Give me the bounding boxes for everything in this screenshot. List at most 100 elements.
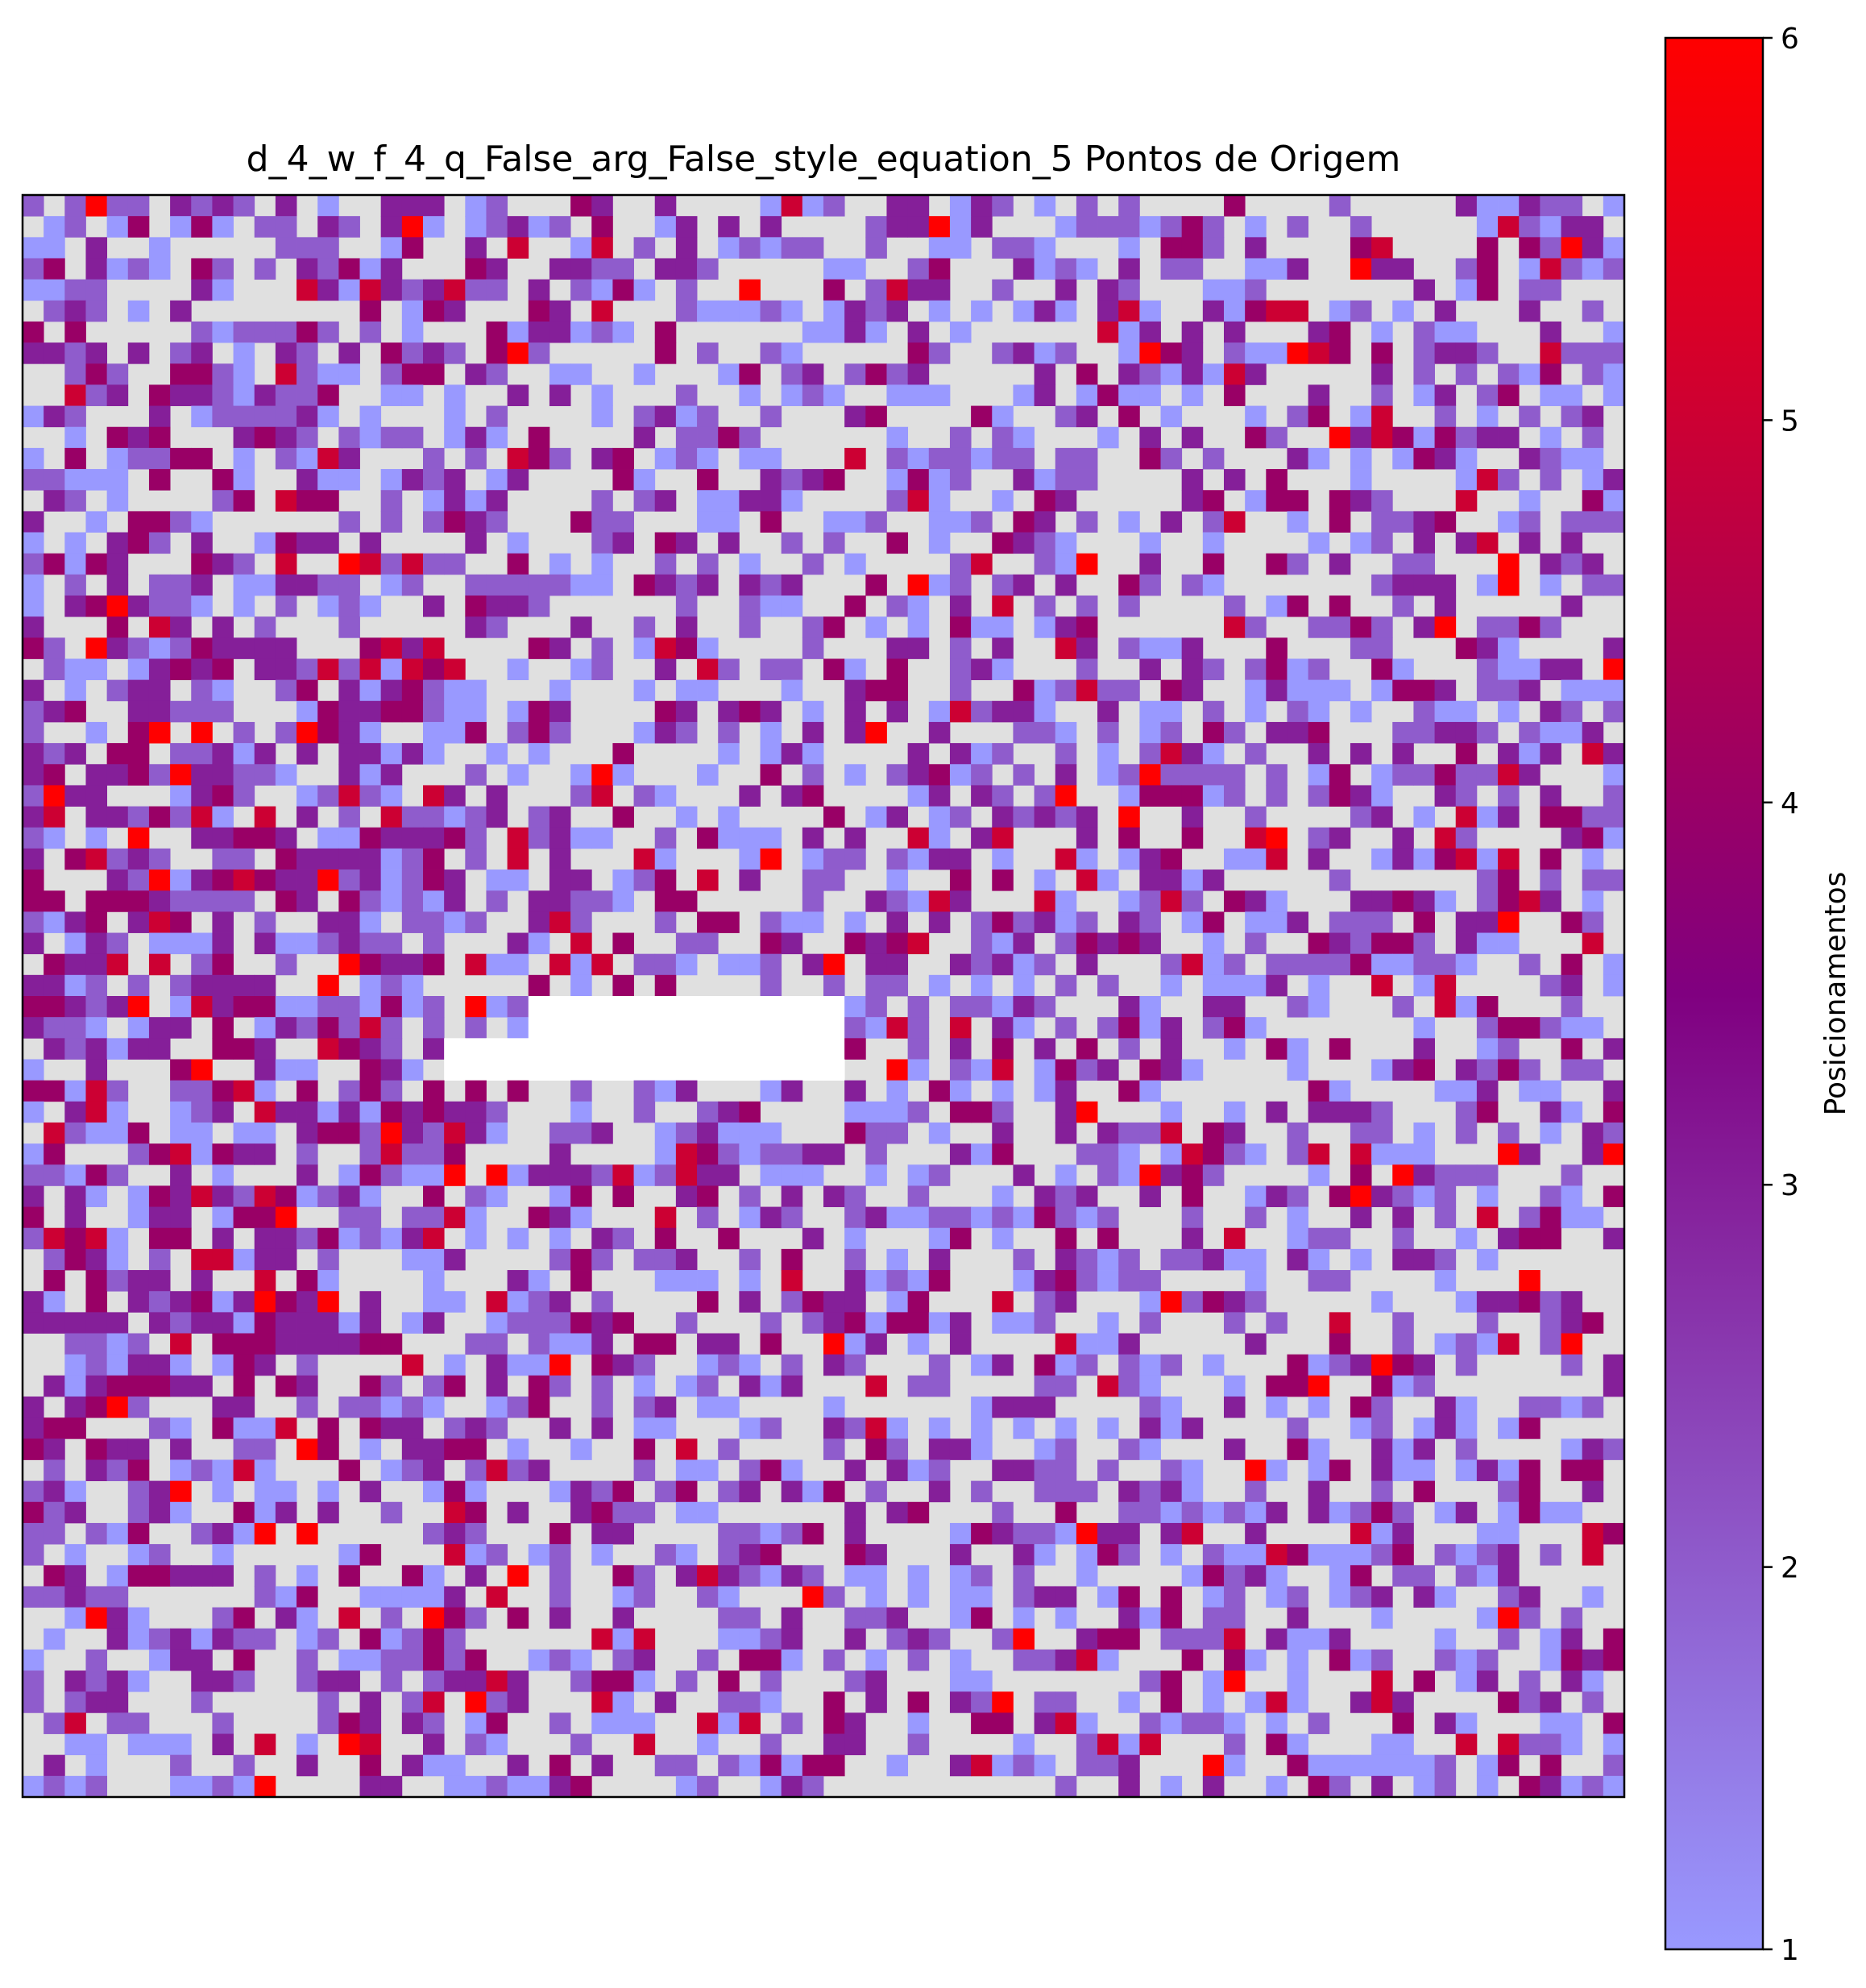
heatmap-cell xyxy=(949,996,972,1018)
heatmap-cell xyxy=(1224,1038,1246,1060)
heatmap-cell xyxy=(1371,637,1393,659)
heatmap-cell xyxy=(1055,1438,1077,1460)
heatmap-cell xyxy=(739,1017,761,1039)
heatmap-cell xyxy=(1413,1586,1435,1608)
heatmap-cell xyxy=(1540,1122,1561,1144)
heatmap-cell xyxy=(1519,279,1540,301)
heatmap-cell xyxy=(254,1017,276,1039)
heatmap-cell xyxy=(23,637,44,659)
heatmap-cell xyxy=(949,953,972,976)
heatmap-cell xyxy=(1245,1291,1267,1313)
heatmap-cell xyxy=(275,1206,297,1229)
heatmap-cell xyxy=(992,806,1014,828)
heatmap-cell xyxy=(338,1122,360,1144)
heatmap-cell xyxy=(1055,1649,1077,1671)
heatmap-cell xyxy=(907,258,930,280)
heatmap-cell xyxy=(1561,384,1583,406)
heatmap-cell xyxy=(1287,1354,1309,1376)
heatmap-cell xyxy=(612,974,634,997)
heatmap-cell xyxy=(992,848,1014,870)
heatmap-cell xyxy=(465,764,487,786)
heatmap-cell xyxy=(486,258,508,280)
heatmap-cell xyxy=(170,1417,192,1439)
heatmap-cell xyxy=(760,1459,782,1482)
heatmap-cell xyxy=(949,806,972,828)
heatmap-cell xyxy=(85,996,108,1018)
heatmap-cell xyxy=(170,1480,192,1503)
heatmap-cell xyxy=(1540,869,1561,891)
heatmap-cell xyxy=(1160,1059,1183,1081)
heatmap-cell xyxy=(380,237,403,259)
heatmap-cell xyxy=(1603,1375,1625,1397)
heatmap-cell xyxy=(1540,616,1561,638)
heatmap-cell xyxy=(254,637,276,659)
heatmap-cell xyxy=(1582,679,1604,702)
heatmap-cell xyxy=(148,1143,171,1165)
heatmap-cell xyxy=(760,447,782,470)
heatmap-cell xyxy=(823,996,845,1018)
heatmap-cell xyxy=(1434,1397,1457,1418)
heatmap-cell xyxy=(359,1059,382,1081)
heatmap-cell xyxy=(359,279,382,301)
heatmap-cell xyxy=(1540,216,1561,238)
heatmap-cell xyxy=(697,1059,719,1081)
heatmap-cell xyxy=(1498,553,1520,575)
heatmap-cell xyxy=(886,1501,909,1524)
heatmap-cell xyxy=(802,890,824,912)
heatmap-cell xyxy=(928,700,951,723)
heatmap-cell xyxy=(1371,1438,1393,1460)
heatmap-cell xyxy=(549,258,571,280)
heatmap-cell xyxy=(1603,974,1625,997)
heatmap-cell xyxy=(486,1671,508,1692)
heatmap-cell xyxy=(212,384,234,406)
heatmap-cell xyxy=(1266,596,1288,617)
heatmap-cell xyxy=(1519,721,1540,744)
heatmap-cell xyxy=(233,1333,255,1355)
heatmap-cell xyxy=(1266,953,1288,976)
heatmap-cell xyxy=(1350,785,1372,807)
heatmap-cell xyxy=(928,806,951,828)
heatmap-cell xyxy=(106,1101,129,1123)
heatmap-cell xyxy=(528,911,550,933)
heatmap-cell xyxy=(423,932,445,955)
heatmap-cell xyxy=(1076,1628,1098,1650)
heatmap-cell xyxy=(317,1333,339,1355)
heatmap-cell xyxy=(254,1501,276,1524)
heatmap-cell xyxy=(1118,1080,1140,1102)
heatmap-cell xyxy=(802,1480,824,1503)
heatmap-cell xyxy=(317,721,339,744)
heatmap-cell xyxy=(1329,1354,1351,1376)
heatmap-cell xyxy=(1266,1038,1288,1060)
heatmap-cell xyxy=(1076,1712,1098,1734)
heatmap-cell xyxy=(1371,1480,1393,1503)
heatmap-cell xyxy=(928,785,951,807)
heatmap-cell xyxy=(1350,1417,1372,1439)
heatmap-cell xyxy=(1160,1671,1183,1692)
heatmap-cell xyxy=(1224,1375,1246,1397)
heatmap-cell xyxy=(949,1522,972,1545)
heatmap-cell xyxy=(1013,1733,1035,1756)
heatmap-cell xyxy=(1582,869,1604,891)
heatmap-cell xyxy=(401,1122,424,1144)
heatmap-cell xyxy=(317,469,339,491)
heatmap-cell xyxy=(570,658,592,681)
heatmap-cell xyxy=(212,785,234,807)
heatmap-cell xyxy=(1476,469,1499,491)
heatmap-cell xyxy=(296,721,318,744)
heatmap-cell xyxy=(507,848,529,870)
heatmap-cell xyxy=(971,827,993,849)
heatmap-cell xyxy=(465,721,487,744)
heatmap-cell xyxy=(886,953,909,976)
heatmap-cell xyxy=(1329,1038,1351,1060)
heatmap-cell xyxy=(64,447,86,470)
heatmap-cell xyxy=(886,1628,909,1650)
heatmap-cell xyxy=(1476,890,1499,912)
heatmap-cell xyxy=(1329,1270,1351,1292)
heatmap-cell xyxy=(23,553,44,575)
heatmap-cell xyxy=(1603,258,1625,280)
heatmap-cell xyxy=(1076,827,1098,849)
heatmap-cell xyxy=(992,911,1014,933)
heatmap-cell xyxy=(1076,658,1098,681)
heatmap-cell xyxy=(465,1438,487,1460)
heatmap-cell xyxy=(1540,342,1561,364)
